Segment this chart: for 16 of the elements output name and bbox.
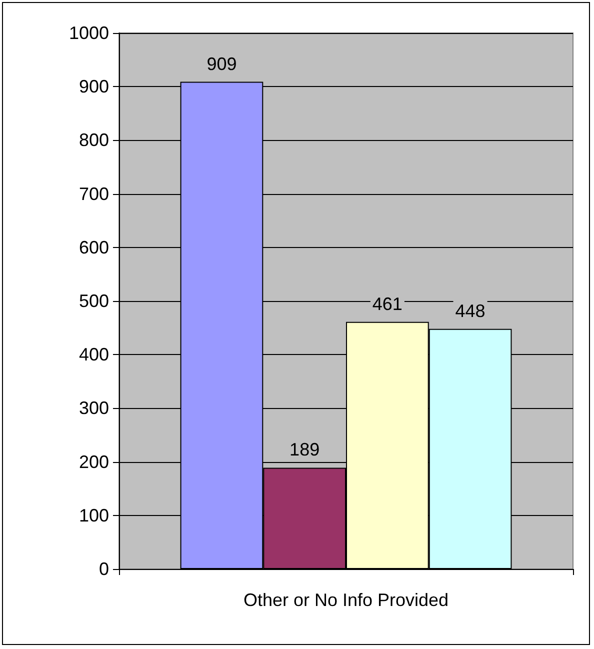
y-tick-label: 500 xyxy=(78,291,109,311)
data-label: 448 xyxy=(455,300,486,321)
data-label: 189 xyxy=(290,440,320,460)
y-tick-label: 700 xyxy=(78,184,109,204)
y-tick-label: 800 xyxy=(78,130,109,150)
data-label: 909 xyxy=(206,54,237,74)
y-tick-label: 900 xyxy=(78,76,109,97)
y-tick-label: 0 xyxy=(98,559,109,579)
x-tick-label: Other or No Info Provided xyxy=(243,590,449,610)
y-tick-label: 100 xyxy=(78,505,109,526)
y-tick-label: 600 xyxy=(78,237,109,258)
y-tick-label: 400 xyxy=(78,344,109,365)
y-tick-label: 300 xyxy=(78,398,109,418)
data-label: 461 xyxy=(372,294,402,314)
y-tick-label: 1000 xyxy=(68,23,109,43)
y-tick-label: 200 xyxy=(78,452,109,472)
